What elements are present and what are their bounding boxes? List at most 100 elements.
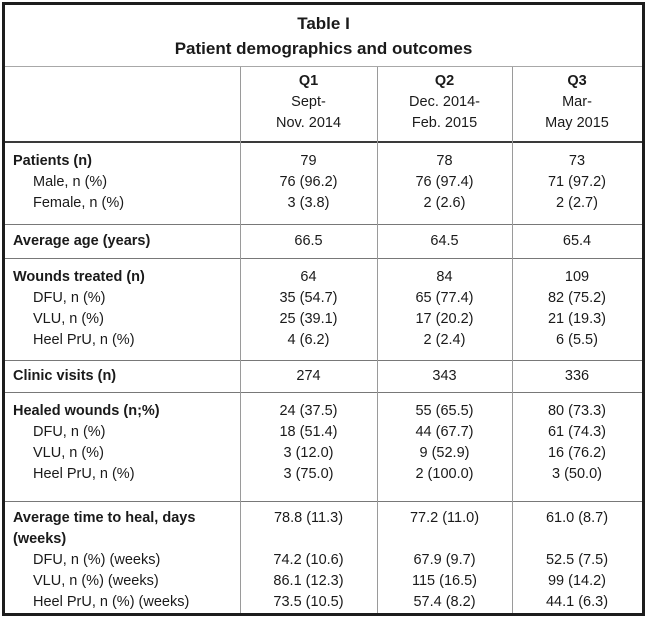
- row-value: 65 (77.4): [415, 290, 474, 306]
- table-subtitle: Patient demographics and outcomes: [174, 39, 473, 58]
- table-row: Healed wounds (n;%) 24 (37.5) 55 (65.5) 80 …: [5, 401, 642, 422]
- row-label: Heel PrU, n (%): [33, 332, 135, 348]
- row-value: 6 (5.5): [556, 332, 598, 348]
- row-value: 109: [564, 269, 590, 285]
- row-value: 3 (12.0): [283, 445, 334, 461]
- column-period-q1-line2: Nov. 2014: [275, 115, 342, 131]
- row-label: VLU, n (%) (weeks): [33, 573, 159, 589]
- row-value: 76 (96.2): [279, 174, 338, 190]
- row-label: Heel PrU, n (%) (weeks): [33, 594, 190, 610]
- column-header-q3: Q3: [567, 73, 587, 89]
- row-value: 77.2 (11.0): [409, 510, 480, 526]
- row-value: 66.5: [294, 233, 323, 249]
- row-value: 3 (50.0): [552, 466, 602, 482]
- column-period-q3-line1: Mar-: [562, 94, 592, 110]
- table-row: Heel PrU, n (%) 4 (6.2) 2 (2.4) 6 (5.5): [5, 330, 642, 351]
- column-header-q1: Q1: [298, 73, 319, 89]
- row-value: 115 (16.5): [411, 573, 478, 589]
- row-value: 52.5 (7.5): [545, 552, 609, 568]
- table-row: DFU, n (%) 18 (51.4) 44 (67.7) 61 (74.3): [5, 422, 642, 443]
- column-divider-2: [377, 67, 378, 613]
- table-section: Average time to heal, days (weeks) 78.8 (…: [5, 502, 642, 613]
- row-value: 78: [436, 153, 453, 169]
- row-label: Average age (years): [13, 233, 151, 249]
- column-divider-1: [240, 67, 241, 613]
- row-value: 44.1 (6.3): [545, 594, 609, 610]
- row-label: VLU, n (%): [33, 311, 104, 327]
- row-label: Clinic visits (n): [13, 368, 117, 384]
- row-value: 3 (3.8): [287, 195, 330, 211]
- row-value: 35 (54.7): [279, 290, 338, 306]
- table-section: Wounds treated (n) 64 84 109 DFU, n (%) 35 (5…: [5, 259, 642, 361]
- row-value: 65.4: [562, 233, 592, 249]
- row-label: Heel PrU, n (%): [33, 466, 135, 482]
- row-value: 18 (51.4): [279, 424, 338, 440]
- row-value: 21 (19.3): [547, 311, 607, 327]
- table-title-block: Table I Patient demographics and outcome…: [5, 5, 642, 67]
- table-row: Heel PrU, n (%) (weeks) 73.5 (10.5) 57.4 (…: [5, 592, 642, 613]
- table-row: VLU, n (%) 25 (39.1) 17 (20.2) 21 (19.3): [5, 309, 642, 330]
- table-row: VLU, n (%) 3 (12.0) 9 (52.9) 16 (76.2): [5, 443, 642, 464]
- row-label: Patients (n): [13, 153, 92, 169]
- column-divider-3: [512, 67, 513, 613]
- row-value: 73.5 (10.5): [273, 594, 344, 610]
- table-body: Patients (n) 79 78 73 Male, n (%) 76 (96.2) 76…: [5, 143, 642, 613]
- row-value: 64.5: [430, 233, 459, 249]
- row-value: 44 (67.7): [415, 424, 474, 440]
- row-value: 73: [568, 153, 586, 169]
- row-value: 2 (100.0): [415, 466, 474, 482]
- table-row: Average age (years) 66.5 64.5 65.4: [5, 231, 642, 252]
- row-value: 79: [300, 153, 317, 169]
- row-value: 78.8 (11.3): [273, 510, 344, 526]
- table-row: Male, n (%) 76 (96.2) 76 (97.4) 71 (97.2): [5, 172, 642, 193]
- row-value: 74.2 (10.6): [273, 552, 344, 568]
- table-row: DFU, n (%) (weeks) 74.2 (10.6) 67.9 (9.7) 5…: [5, 550, 642, 571]
- row-value: 76 (97.4): [415, 174, 474, 190]
- table-header-row: Q1 Sept- Nov. 2014 Q2 Dec. 2014- Feb. 20…: [5, 67, 642, 143]
- column-period-q3-line2: May 2015: [545, 115, 609, 131]
- row-value: 57.4 (8.2): [413, 594, 476, 610]
- row-value: 67.9 (9.7): [413, 552, 476, 568]
- table-row: Heel PrU, n (%) 3 (75.0) 2 (100.0) 3 (50.0): [5, 464, 642, 485]
- table-section: Clinic visits (n) 274 343 336: [5, 361, 642, 393]
- row-value: 99 (14.2): [547, 573, 607, 589]
- row-value: 3 (75.0): [283, 466, 334, 482]
- column-period-q1-line1: Sept-: [291, 94, 326, 110]
- row-value: 82 (75.2): [547, 290, 607, 306]
- row-label: Average time to heal, days (weeks): [13, 510, 196, 547]
- row-label: DFU, n (%) (weeks): [33, 552, 161, 568]
- row-label: Male, n (%): [33, 174, 108, 190]
- table-row: Female, n (%) 3 (3.8) 2 (2.6) 2 (2.7): [5, 193, 642, 214]
- row-label: Healed wounds (n;%): [13, 403, 160, 419]
- row-value: 71 (97.2): [547, 174, 607, 190]
- table-section: Healed wounds (n;%) 24 (37.5) 55 (65.5) 80 …: [5, 393, 642, 502]
- header-cell-q3: Q3 Mar- May 2015: [512, 71, 642, 141]
- row-value: 61.0 (8.7): [545, 510, 609, 526]
- table-row: VLU, n (%) (weeks) 86.1 (12.3) 115 (16.5) 9…: [5, 571, 642, 592]
- table-section: Average age (years) 66.5 64.5 65.4: [5, 225, 642, 259]
- header-cell-empty: [5, 71, 240, 141]
- row-value: 2 (2.4): [423, 332, 466, 348]
- table-row: Clinic visits (n) 274 343 336: [5, 366, 642, 387]
- column-period-q2-line1: Dec. 2014-: [409, 94, 480, 110]
- row-value: 25 (39.1): [279, 311, 338, 327]
- row-value: 343: [432, 368, 457, 384]
- row-label: DFU, n (%): [33, 424, 106, 440]
- table-section: Patients (n) 79 78 73 Male, n (%) 76 (96.2) 76…: [5, 143, 642, 225]
- row-value: 80 (73.3): [547, 403, 607, 419]
- row-label: VLU, n (%): [33, 445, 104, 461]
- table-row: Average time to heal, days (weeks) 78.8 (…: [5, 508, 642, 550]
- row-value: 64: [300, 269, 317, 285]
- row-value: 17 (20.2): [415, 311, 474, 327]
- header-cell-q2: Q2 Dec. 2014- Feb. 2015: [377, 71, 512, 141]
- row-value: 336: [564, 368, 590, 384]
- row-value: 84: [436, 269, 453, 285]
- row-value: 2 (2.6): [423, 195, 466, 211]
- table-row: Patients (n) 79 78 73: [5, 151, 642, 172]
- row-value: 86.1 (12.3): [273, 573, 344, 589]
- demographics-table: Table I Patient demographics and outcome…: [2, 2, 645, 616]
- header-cell-q1: Q1 Sept- Nov. 2014: [240, 71, 377, 141]
- row-value: 61 (74.3): [547, 424, 607, 440]
- row-label: Wounds treated (n): [13, 269, 145, 285]
